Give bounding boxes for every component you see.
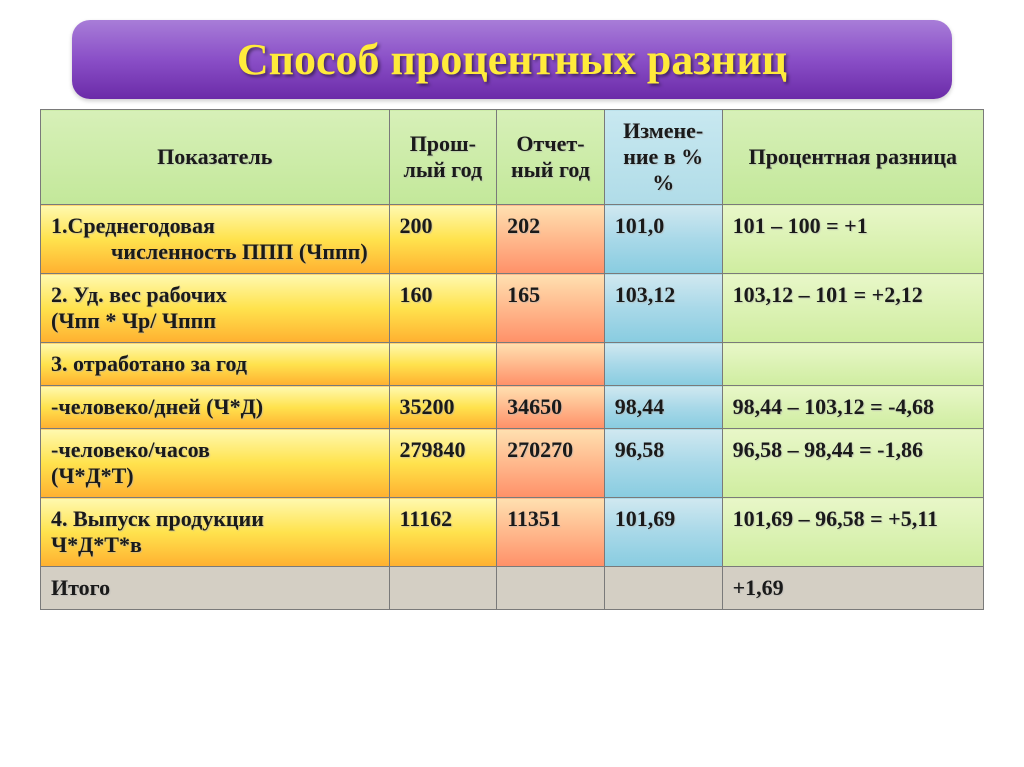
- cell-prev: 279840: [389, 429, 497, 498]
- cell-total-change: [604, 567, 722, 610]
- cell-change: 98,44: [604, 386, 722, 429]
- indicator-line2: численность ППП (Чппп): [51, 239, 368, 265]
- cell-diff: 101 – 100 = +1: [722, 205, 983, 274]
- data-table: Показатель Прош-лый год Отчет-ный год Из…: [40, 109, 984, 610]
- cell-prev: 160: [389, 274, 497, 343]
- cell-diff: 98,44 – 103,12 = -4,68: [722, 386, 983, 429]
- cell-indicator: -человеко/часов (Ч*Д*Т): [41, 429, 390, 498]
- cell-prev: 35200: [389, 386, 497, 429]
- cell-curr: [497, 343, 605, 386]
- cell-curr: 202: [497, 205, 605, 274]
- table-row: 4. Выпуск продукции Ч*Д*Т*в 11162 11351 …: [41, 498, 984, 567]
- cell-prev: [389, 343, 497, 386]
- cell-total-prev: [389, 567, 497, 610]
- table-row: -человеко/дней (Ч*Д) 35200 34650 98,44 9…: [41, 386, 984, 429]
- cell-indicator: 4. Выпуск продукции Ч*Д*Т*в: [41, 498, 390, 567]
- cell-indicator: 1.Среднегодовая численность ППП (Чппп): [41, 205, 390, 274]
- cell-total-curr: [497, 567, 605, 610]
- cell-diff: [722, 343, 983, 386]
- indicator-line2: (Ч*Д*Т): [51, 463, 134, 488]
- table-header-row: Показатель Прош-лый год Отчет-ный год Из…: [41, 110, 984, 205]
- title-banner: Способ процентных разниц: [72, 20, 952, 99]
- cell-indicator: 3. отработано за год: [41, 343, 390, 386]
- cell-indicator: 2. Уд. вес рабочих (Чпп * Чр/ Чппп: [41, 274, 390, 343]
- indicator-line2: (Чпп * Чр/ Чппп: [51, 308, 216, 333]
- table-row: 3. отработано за год: [41, 343, 984, 386]
- indicator-line2: Ч*Д*Т*в: [51, 532, 142, 557]
- indicator-line1: 1.Среднегодовая: [51, 213, 215, 238]
- cell-prev: 200: [389, 205, 497, 274]
- page-title: Способ процентных разниц: [237, 35, 787, 84]
- table-row: -человеко/часов (Ч*Д*Т) 279840 270270 96…: [41, 429, 984, 498]
- hdr-change-pct: Измене-ние в % %: [604, 110, 722, 205]
- cell-diff: 96,58 – 98,44 = -1,86: [722, 429, 983, 498]
- indicator-line1: -человеко/часов: [51, 437, 210, 462]
- indicator-line1: 2. Уд. вес рабочих: [51, 282, 227, 307]
- cell-change: 101,0: [604, 205, 722, 274]
- hdr-curr-year: Отчет-ный год: [497, 110, 605, 205]
- cell-total-diff: +1,69: [722, 567, 983, 610]
- table-total-row: Итого +1,69: [41, 567, 984, 610]
- table-row: 2. Уд. вес рабочих (Чпп * Чр/ Чппп 160 1…: [41, 274, 984, 343]
- cell-change: 96,58: [604, 429, 722, 498]
- cell-change: 101,69: [604, 498, 722, 567]
- cell-change: 103,12: [604, 274, 722, 343]
- hdr-prev-year: Прош-лый год: [389, 110, 497, 205]
- cell-curr: 270270: [497, 429, 605, 498]
- table-row: 1.Среднегодовая численность ППП (Чппп) 2…: [41, 205, 984, 274]
- hdr-pct-diff: Процентная разница: [722, 110, 983, 205]
- hdr-indicator: Показатель: [41, 110, 390, 205]
- cell-diff: 103,12 – 101 = +2,12: [722, 274, 983, 343]
- indicator-line1: 4. Выпуск продукции: [51, 506, 264, 531]
- cell-curr: 34650: [497, 386, 605, 429]
- cell-diff: 101,69 – 96,58 = +5,11: [722, 498, 983, 567]
- cell-prev: 11162: [389, 498, 497, 567]
- cell-curr: 11351: [497, 498, 605, 567]
- cell-change: [604, 343, 722, 386]
- cell-indicator: -человеко/дней (Ч*Д): [41, 386, 390, 429]
- cell-total-label: Итого: [41, 567, 390, 610]
- cell-curr: 165: [497, 274, 605, 343]
